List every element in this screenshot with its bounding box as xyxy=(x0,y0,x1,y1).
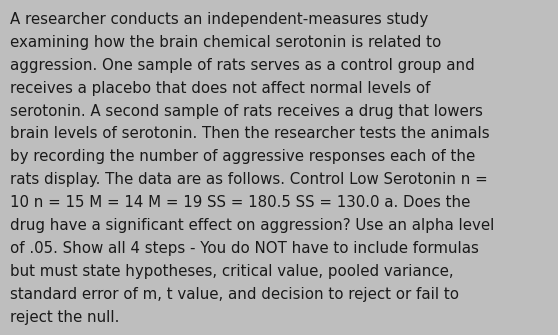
Text: but must state hypotheses, critical value, pooled variance,: but must state hypotheses, critical valu… xyxy=(10,264,454,279)
Text: standard error of m, t value, and decision to reject or fail to: standard error of m, t value, and decisi… xyxy=(10,287,459,302)
Text: serotonin. A second sample of rats receives a drug that lowers: serotonin. A second sample of rats recei… xyxy=(10,104,483,119)
Text: A researcher conducts an independent-measures study: A researcher conducts an independent-mea… xyxy=(10,12,429,27)
Text: examining how the brain chemical serotonin is related to: examining how the brain chemical seroton… xyxy=(10,35,441,50)
Text: reject the null.: reject the null. xyxy=(10,310,119,325)
Text: aggression. One sample of rats serves as a control group and: aggression. One sample of rats serves as… xyxy=(10,58,475,73)
Text: 10 n = 15 M = 14 M = 19 SS = 180.5 SS = 130.0 a. Does the: 10 n = 15 M = 14 M = 19 SS = 180.5 SS = … xyxy=(10,195,470,210)
Text: brain levels of serotonin. Then the researcher tests the animals: brain levels of serotonin. Then the rese… xyxy=(10,127,490,141)
Text: drug have a significant effect on aggression? Use an alpha level: drug have a significant effect on aggres… xyxy=(10,218,494,233)
Text: receives a placebo that does not affect normal levels of: receives a placebo that does not affect … xyxy=(10,81,431,95)
Text: by recording the number of aggressive responses each of the: by recording the number of aggressive re… xyxy=(10,149,475,164)
Text: rats display. The data are as follows. Control Low Serotonin n =: rats display. The data are as follows. C… xyxy=(10,173,488,187)
Text: of .05. Show all 4 steps - You do NOT have to include formulas: of .05. Show all 4 steps - You do NOT ha… xyxy=(10,241,479,256)
